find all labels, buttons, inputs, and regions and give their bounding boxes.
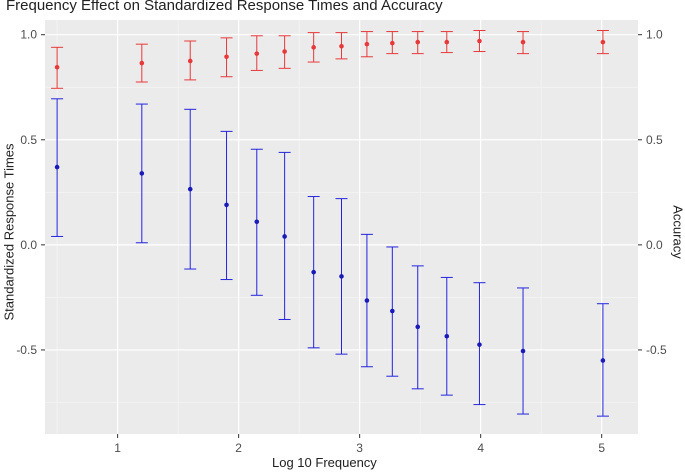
x-axis-title: Log 10 Frequency <box>272 455 377 470</box>
data-point <box>254 51 260 56</box>
y-axis-title-left: Standardized Response Times <box>1 143 17 321</box>
data-point <box>477 38 482 44</box>
y-tick-label-left: -0.5 <box>16 343 37 357</box>
x-tick-label: 2 <box>235 441 242 455</box>
chart-title: Frequency Effect on Standardized Respons… <box>6 0 443 14</box>
y-axis-title-right: Accuracy <box>670 205 685 259</box>
x-tick-label: 3 <box>356 441 363 455</box>
data-point <box>520 39 526 45</box>
y-tick-label-left: 0.0 <box>20 238 37 252</box>
data-point <box>390 308 395 314</box>
data-point <box>520 348 526 354</box>
data-point <box>282 234 287 239</box>
y-tick-label-right: 1.0 <box>646 28 663 42</box>
x-tick-label: 4 <box>477 441 484 455</box>
data-point <box>139 171 145 176</box>
x-tick-label: 1 <box>114 441 121 455</box>
data-point <box>390 40 395 46</box>
data-point <box>311 269 316 275</box>
y-tick-label-right: 0.0 <box>646 238 663 252</box>
data-point <box>282 49 287 54</box>
data-point <box>224 202 229 208</box>
data-point <box>444 333 450 339</box>
data-point <box>600 358 606 363</box>
data-point <box>364 41 370 47</box>
data-point <box>224 54 229 60</box>
data-point <box>54 64 60 70</box>
data-point <box>339 43 344 49</box>
y-tick-label-right: 0.5 <box>646 133 663 147</box>
data-point <box>415 324 421 330</box>
data-point <box>600 39 606 45</box>
x-tick-label: 5 <box>598 441 605 455</box>
y-tick-label-left: 0.5 <box>20 133 37 147</box>
data-point <box>444 39 450 45</box>
data-point <box>54 164 60 170</box>
data-point <box>311 45 316 50</box>
data-point <box>187 58 193 64</box>
data-point <box>139 60 145 66</box>
data-point <box>415 39 421 45</box>
y-tick-label-right: -0.5 <box>646 343 667 357</box>
data-point <box>364 298 370 303</box>
data-point <box>339 274 344 279</box>
data-point <box>187 186 193 192</box>
data-point <box>254 219 260 225</box>
y-tick-label-left: 1.0 <box>20 28 37 42</box>
data-point <box>477 342 482 347</box>
